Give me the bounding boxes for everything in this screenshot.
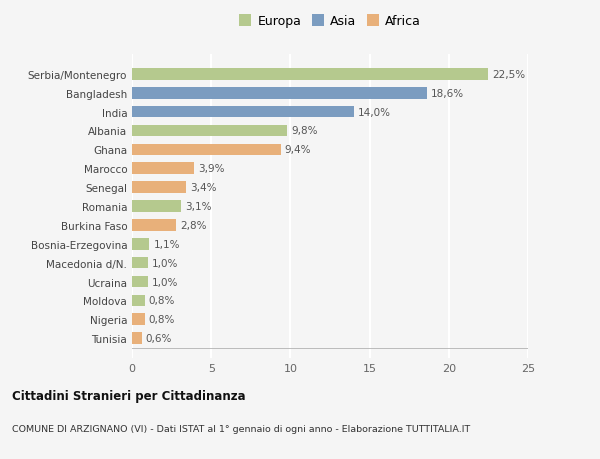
- Bar: [132, 106, 354, 118]
- Text: 3,4%: 3,4%: [190, 183, 217, 193]
- Text: 1,1%: 1,1%: [154, 239, 180, 249]
- Bar: [132, 314, 145, 325]
- Text: COMUNE DI ARZIGNANO (VI) - Dati ISTAT al 1° gennaio di ogni anno - Elaborazione : COMUNE DI ARZIGNANO (VI) - Dati ISTAT al…: [12, 425, 470, 433]
- Text: 9,4%: 9,4%: [285, 145, 311, 155]
- Text: 2,8%: 2,8%: [181, 220, 207, 230]
- Bar: [132, 182, 186, 194]
- Text: 3,9%: 3,9%: [198, 164, 224, 174]
- Bar: [132, 144, 281, 156]
- Bar: [132, 125, 287, 137]
- Bar: [132, 69, 488, 80]
- Text: 9,8%: 9,8%: [291, 126, 317, 136]
- Legend: Europa, Asia, Africa: Europa, Asia, Africa: [236, 13, 424, 31]
- Text: 18,6%: 18,6%: [431, 89, 464, 99]
- Text: 0,6%: 0,6%: [145, 333, 172, 343]
- Text: 1,0%: 1,0%: [152, 258, 178, 268]
- Text: Cittadini Stranieri per Cittadinanza: Cittadini Stranieri per Cittadinanza: [12, 389, 245, 403]
- Text: 0,8%: 0,8%: [149, 296, 175, 306]
- Bar: [132, 276, 148, 288]
- Text: 0,8%: 0,8%: [149, 314, 175, 325]
- Bar: [132, 333, 142, 344]
- Bar: [132, 219, 176, 231]
- Bar: [132, 88, 427, 99]
- Bar: [132, 163, 194, 175]
- Text: 14,0%: 14,0%: [358, 107, 391, 118]
- Bar: [132, 201, 181, 213]
- Text: 3,1%: 3,1%: [185, 202, 212, 212]
- Bar: [132, 295, 145, 307]
- Text: 22,5%: 22,5%: [493, 70, 526, 80]
- Bar: [132, 238, 149, 250]
- Text: 1,0%: 1,0%: [152, 277, 178, 287]
- Bar: [132, 257, 148, 269]
